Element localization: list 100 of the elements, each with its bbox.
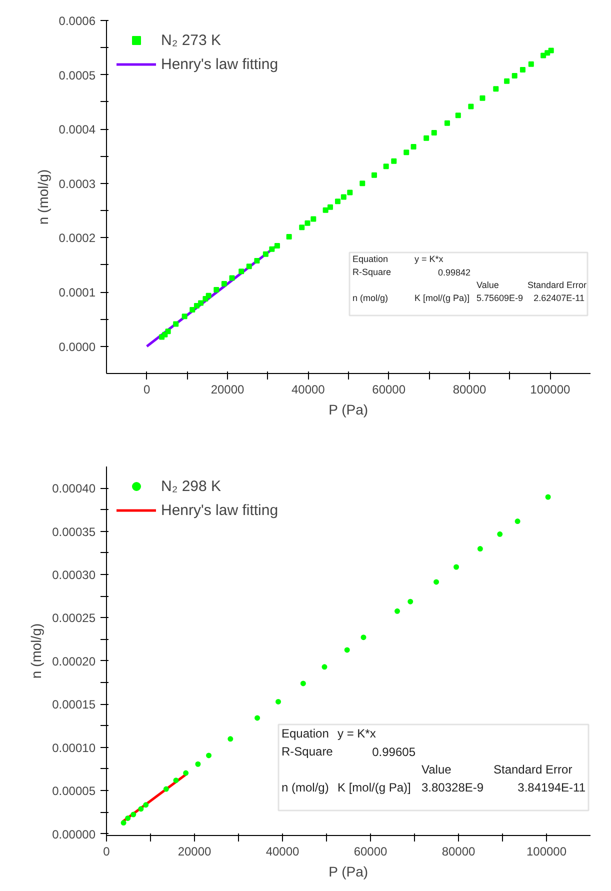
point (548, 48, 554, 54)
annotation: 3.84194E-11 (518, 780, 586, 794)
legend-label: Henry's law fitting (161, 502, 278, 518)
point (512, 73, 518, 79)
point (528, 61, 534, 67)
point (360, 634, 366, 640)
x-tick-label: 100000 (530, 382, 571, 396)
annotation: R-Square (352, 267, 392, 277)
point (173, 778, 179, 784)
point (182, 314, 188, 320)
annotation: n (mol/g) (352, 293, 388, 303)
x-tick-label: 40000 (266, 844, 300, 858)
point (360, 180, 366, 186)
point (262, 251, 268, 257)
point (454, 564, 460, 570)
point (143, 802, 149, 808)
point (130, 812, 136, 818)
annotation: 0.99842 (438, 268, 471, 278)
legend-label: N₂ 273 K (161, 32, 222, 48)
point (328, 204, 334, 210)
point (221, 280, 227, 286)
y-tick-label: 0.00020 (52, 654, 96, 668)
y-tick-label: 0.00010 (52, 740, 96, 755)
point (514, 518, 520, 524)
point (274, 242, 280, 248)
y-tick-label: 0.0002 (58, 231, 96, 246)
point (344, 647, 350, 653)
x-tick-label: 60000 (372, 382, 406, 396)
point (138, 806, 144, 812)
x-tick-label: 20000 (210, 382, 245, 396)
y-tick-label: 0.00025 (52, 611, 96, 626)
point (504, 78, 510, 84)
point (410, 144, 416, 150)
point (520, 67, 526, 73)
point (304, 220, 310, 226)
x-tick-label: 20000 (178, 844, 212, 858)
annotation: 0.99605 (372, 745, 416, 759)
point (340, 194, 346, 200)
annotation: y = K*x (414, 254, 444, 264)
x-tick-label: 80000 (452, 382, 487, 396)
y-tick-label: 0.0000 (58, 340, 96, 354)
annotation: 2.62407E-11 (534, 293, 585, 303)
y-tick-label: 0.0005 (58, 68, 96, 82)
point (468, 104, 474, 110)
x-tick-label: 0 (143, 382, 150, 396)
point (497, 531, 503, 537)
point (165, 328, 171, 334)
point (310, 216, 316, 222)
annotation: Value (422, 762, 452, 776)
point (493, 86, 499, 92)
annotation: K [mol/(g Pa)] (338, 780, 411, 794)
point (120, 820, 126, 826)
point (477, 546, 483, 552)
y-tick-label: 0.00015 (52, 698, 96, 712)
x-tick-label: 0 (103, 844, 110, 858)
y-axis-title: n (mol/g) (28, 623, 44, 679)
point (229, 275, 235, 281)
point (206, 292, 212, 298)
point (299, 224, 305, 230)
point (198, 300, 204, 306)
point (431, 130, 437, 136)
x-tick-label: 40000 (291, 382, 326, 396)
x-tick-label: 80000 (442, 844, 476, 858)
point (371, 172, 377, 178)
point (269, 246, 275, 252)
point (173, 321, 179, 327)
point (228, 736, 234, 742)
point (206, 752, 212, 758)
point (322, 664, 328, 670)
point (334, 198, 340, 204)
annotation: K [mol/(g Pa)] (414, 293, 470, 303)
point (444, 120, 450, 126)
annotation: Equation (282, 726, 329, 740)
point (195, 761, 201, 767)
y-tick-label: 0.00005 (52, 784, 96, 798)
point (214, 286, 220, 292)
y-tick-label: 0.00035 (52, 524, 96, 539)
point (183, 770, 189, 776)
point (434, 579, 440, 585)
point (276, 698, 282, 704)
point (163, 786, 169, 792)
point (238, 268, 244, 274)
y-tick-label: 0.0003 (58, 176, 96, 191)
legend-label: Henry's law fitting (161, 56, 278, 72)
annotation: R-Square (282, 744, 334, 758)
y-tick-label: 0.00000 (52, 827, 96, 842)
point (383, 164, 389, 170)
legend-label: N₂ 298 K (161, 478, 222, 494)
x-axis-title: P (Pa) (328, 864, 368, 880)
point (254, 258, 260, 264)
y-tick-label: 0.0004 (58, 122, 96, 137)
point (322, 207, 328, 213)
x-axis-title: P (Pa) (328, 402, 368, 418)
y-tick-label: 0.0006 (58, 14, 96, 28)
point (404, 150, 410, 156)
point (391, 158, 397, 164)
x-tick-label: 100000 (526, 844, 567, 858)
annotation: Value (476, 280, 499, 290)
point (286, 234, 292, 240)
point (190, 306, 196, 312)
